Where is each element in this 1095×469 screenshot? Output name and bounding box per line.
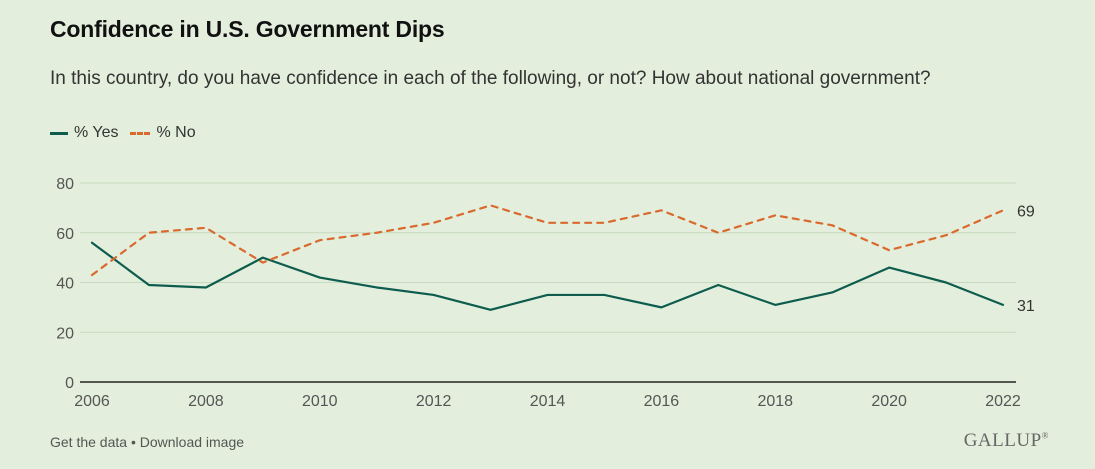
legend-item-yes: % Yes: [50, 124, 118, 142]
x-tick-label-2018: 2018: [757, 393, 793, 410]
y-tick-label-80: 80: [56, 176, 74, 193]
gallup-logo: GALLUP®: [964, 430, 1049, 452]
y-tick-label-60: 60: [56, 226, 74, 243]
chart-subtitle: In this country, do you have confidence …: [50, 68, 931, 89]
legend-swatch-yes: [50, 131, 68, 135]
footer-separator: •: [127, 434, 140, 450]
footer-links: Get the data • Download image: [50, 434, 244, 450]
legend-item-no: % No: [130, 124, 196, 142]
x-tick-label-2016: 2016: [644, 393, 680, 410]
chart-legend: % Yes % No: [50, 124, 208, 142]
legend-swatch-no: [130, 131, 151, 135]
end-label-no: 69: [1017, 203, 1035, 220]
x-tick-label-2022: 2022: [985, 393, 1021, 410]
get-data-link[interactable]: Get the data: [50, 434, 128, 450]
y-tick-label-20: 20: [56, 325, 74, 342]
chart-title: Confidence in U.S. Government Dips: [50, 16, 445, 42]
series-line-yes: [90, 241, 1005, 311]
gallup-wordmark: GALLUP: [963, 430, 1042, 451]
end-label-yes: 31: [1017, 298, 1035, 315]
x-tick-label-2014: 2014: [530, 393, 566, 410]
x-tick-label-2006: 2006: [74, 393, 110, 410]
registered-mark: ®: [1041, 430, 1049, 441]
series-line-no: [90, 204, 1005, 277]
legend-label-yes: % Yes: [74, 124, 119, 141]
x-tick-label-2010: 2010: [302, 393, 338, 410]
x-tick-label-2008: 2008: [188, 393, 224, 410]
x-tick-label-2020: 2020: [871, 393, 907, 410]
x-tick-label-2012: 2012: [416, 393, 452, 410]
y-tick-label-0: 0: [65, 375, 74, 392]
legend-label-no: % No: [156, 124, 196, 141]
y-tick-label-40: 40: [56, 276, 74, 293]
download-image-link[interactable]: Download image: [139, 434, 245, 450]
